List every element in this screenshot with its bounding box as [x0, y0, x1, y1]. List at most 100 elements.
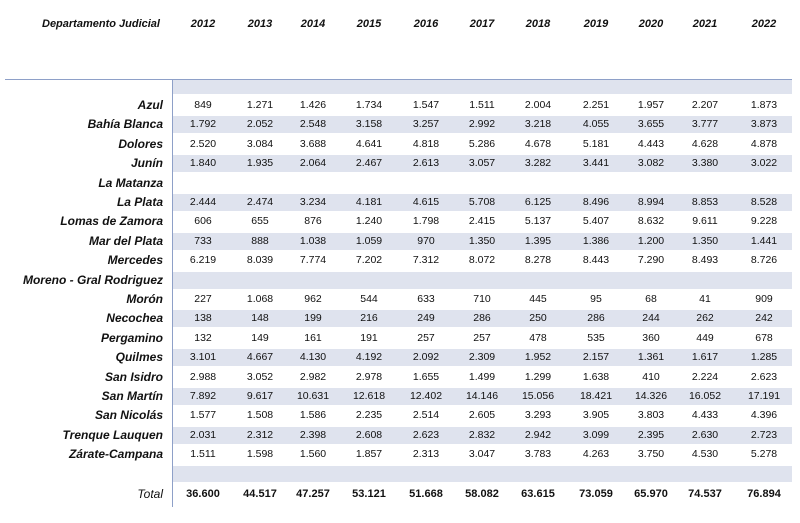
table-cell: 1.857	[355, 448, 383, 461]
table-cell: 360	[642, 331, 660, 344]
table-cell: 6.125	[524, 196, 552, 208]
table-cell: 1.350	[468, 234, 496, 247]
table-header: Departamento Judicial 2012 2013 2014 2015 20…	[0, 12, 800, 40]
table-row: Mar del Plata 733 888 1.038 1.059 970 1.350 1.3…	[0, 232, 800, 250]
table-cell: 1.655	[412, 370, 440, 383]
table-cell: 2.207	[691, 99, 719, 111]
table-row: Lomas de Zamora 606 655 876 1.240 1.798 2.415 5…	[0, 213, 800, 230]
separator-band	[173, 466, 792, 482]
total-cell: 65.970	[634, 488, 668, 500]
table-cell: 2.467	[355, 157, 383, 170]
table-cell: 876	[304, 215, 322, 228]
row-band	[173, 388, 792, 405]
table-cell: 8.632	[637, 215, 665, 228]
table-cell: 1.511	[190, 448, 216, 461]
table-cell: 1.350	[691, 234, 719, 247]
department-name: Mercedes	[107, 253, 163, 268]
table-cell: 3.218	[524, 118, 552, 131]
department-column-header: Departamento Judicial	[42, 18, 160, 30]
table-row: Pergamino 132 149 161 191 257 257 478 535 360 449 6…	[0, 330, 800, 347]
table-cell: 678	[755, 331, 773, 344]
total-label: Total	[137, 487, 163, 501]
table-cell: 14.326	[634, 390, 668, 402]
department-name: Trenque Lauquen	[62, 427, 163, 442]
table-cell: 2.157	[582, 351, 610, 364]
year-column-header: 2020	[638, 18, 664, 30]
table-cell: 733	[194, 234, 212, 247]
table-cell: 2.605	[468, 409, 496, 422]
table-row: Mercedes 6.219 8.039 7.774 7.202 7.312 8.072 8.…	[0, 252, 800, 269]
table-cell: 1.499	[468, 370, 496, 383]
table-cell: 4.181	[355, 196, 383, 208]
table-cell: 3.099	[582, 428, 610, 441]
table-row: Necochea 138 148 199 216 249 286 250 286 244 262 24…	[0, 310, 800, 328]
table-cell: 3.057	[468, 157, 496, 170]
table-row: Quilmes 3.101 4.667 4.130 4.192 2.092 2.309 1.9…	[0, 349, 800, 367]
year-column-header: 2018	[525, 18, 551, 30]
table-cell: 132	[194, 331, 212, 344]
table-row: Trenque Lauquen 2.031 2.312 2.398 2.608 2.623…	[0, 426, 800, 444]
table-cell: 199	[304, 312, 322, 325]
table-cell: 2.613	[412, 157, 440, 170]
table-cell: 544	[360, 293, 378, 305]
table-cell: 16.052	[688, 390, 722, 402]
table-cell: 7.774	[299, 254, 327, 267]
table-cell: 14.146	[465, 390, 499, 402]
table-cell: 2.832	[468, 428, 496, 441]
table-cell: 445	[529, 293, 547, 305]
department-name: Bahía Blanca	[87, 117, 163, 132]
table-cell: 138	[194, 312, 212, 325]
table-cell: 9.611	[692, 215, 718, 228]
table-cell: 2.992	[468, 118, 496, 131]
row-band	[173, 116, 792, 134]
table-cell: 9.617	[246, 390, 274, 402]
total-cell: 36.600	[186, 488, 220, 500]
table-cell: 18.421	[579, 390, 613, 402]
table-cell: 1.957	[637, 99, 665, 111]
table-cell: 1.426	[299, 99, 327, 111]
table-row: Dolores 2.520 3.084 3.688 4.641 4.818 5.286 4.6…	[0, 136, 800, 153]
year-column-header: 2014	[300, 18, 326, 30]
table-cell: 3.082	[637, 157, 665, 170]
table-cell: 8.528	[750, 196, 778, 208]
table-cell: 249	[417, 312, 435, 325]
table-cell: 5.286	[468, 137, 496, 150]
table-cell: 1.734	[355, 99, 383, 111]
table-cell: 2.520	[189, 137, 217, 150]
table-cell: 2.235	[355, 409, 383, 422]
table-cell: 3.234	[299, 196, 327, 208]
table-cell: 68	[645, 293, 657, 305]
table-cell: 4.678	[524, 137, 552, 150]
table-cell: 2.982	[299, 370, 327, 383]
table-cell: 250	[529, 312, 547, 325]
table-cell: 10.631	[296, 390, 330, 402]
table-cell: 262	[696, 312, 714, 325]
table-cell: 410	[642, 370, 660, 383]
table-cell: 1.200	[637, 234, 665, 247]
department-name: Moreno - Gral Rodriguez	[22, 272, 163, 287]
table-cell: 3.655	[637, 118, 665, 131]
row-band	[173, 310, 792, 328]
table-cell: 2.608	[355, 428, 383, 441]
table-cell: 3.688	[299, 137, 327, 150]
table-cell: 3.282	[524, 157, 552, 170]
table-cell: 655	[251, 215, 269, 228]
table-cell: 5.278	[750, 448, 778, 461]
table-cell: 2.514	[412, 409, 440, 422]
year-column-header: 2022	[751, 18, 777, 30]
department-name: Necochea	[106, 311, 163, 326]
year-column-header: 2017	[469, 18, 495, 30]
table-cell: 1.577	[189, 409, 217, 422]
table-cell: 2.723	[750, 428, 778, 441]
table-row: Azul 849 1.271 1.426 1.734 1.547 1.511 2.004 2.2…	[0, 97, 800, 114]
table-row: San Isidro 2.988 3.052 2.982 2.978 1.655 1.499…	[0, 369, 800, 386]
table-cell: 2.444	[189, 196, 217, 208]
table-cell: 449	[696, 331, 714, 344]
table-cell: 8.994	[637, 196, 665, 208]
table-cell: 149	[251, 331, 269, 344]
department-name: Pergamino	[100, 330, 163, 345]
department-name: San Isidro	[104, 369, 163, 384]
department-name: Quilmes	[115, 350, 163, 365]
table-cell: 535	[587, 331, 605, 344]
table-cell: 3.380	[691, 157, 719, 170]
